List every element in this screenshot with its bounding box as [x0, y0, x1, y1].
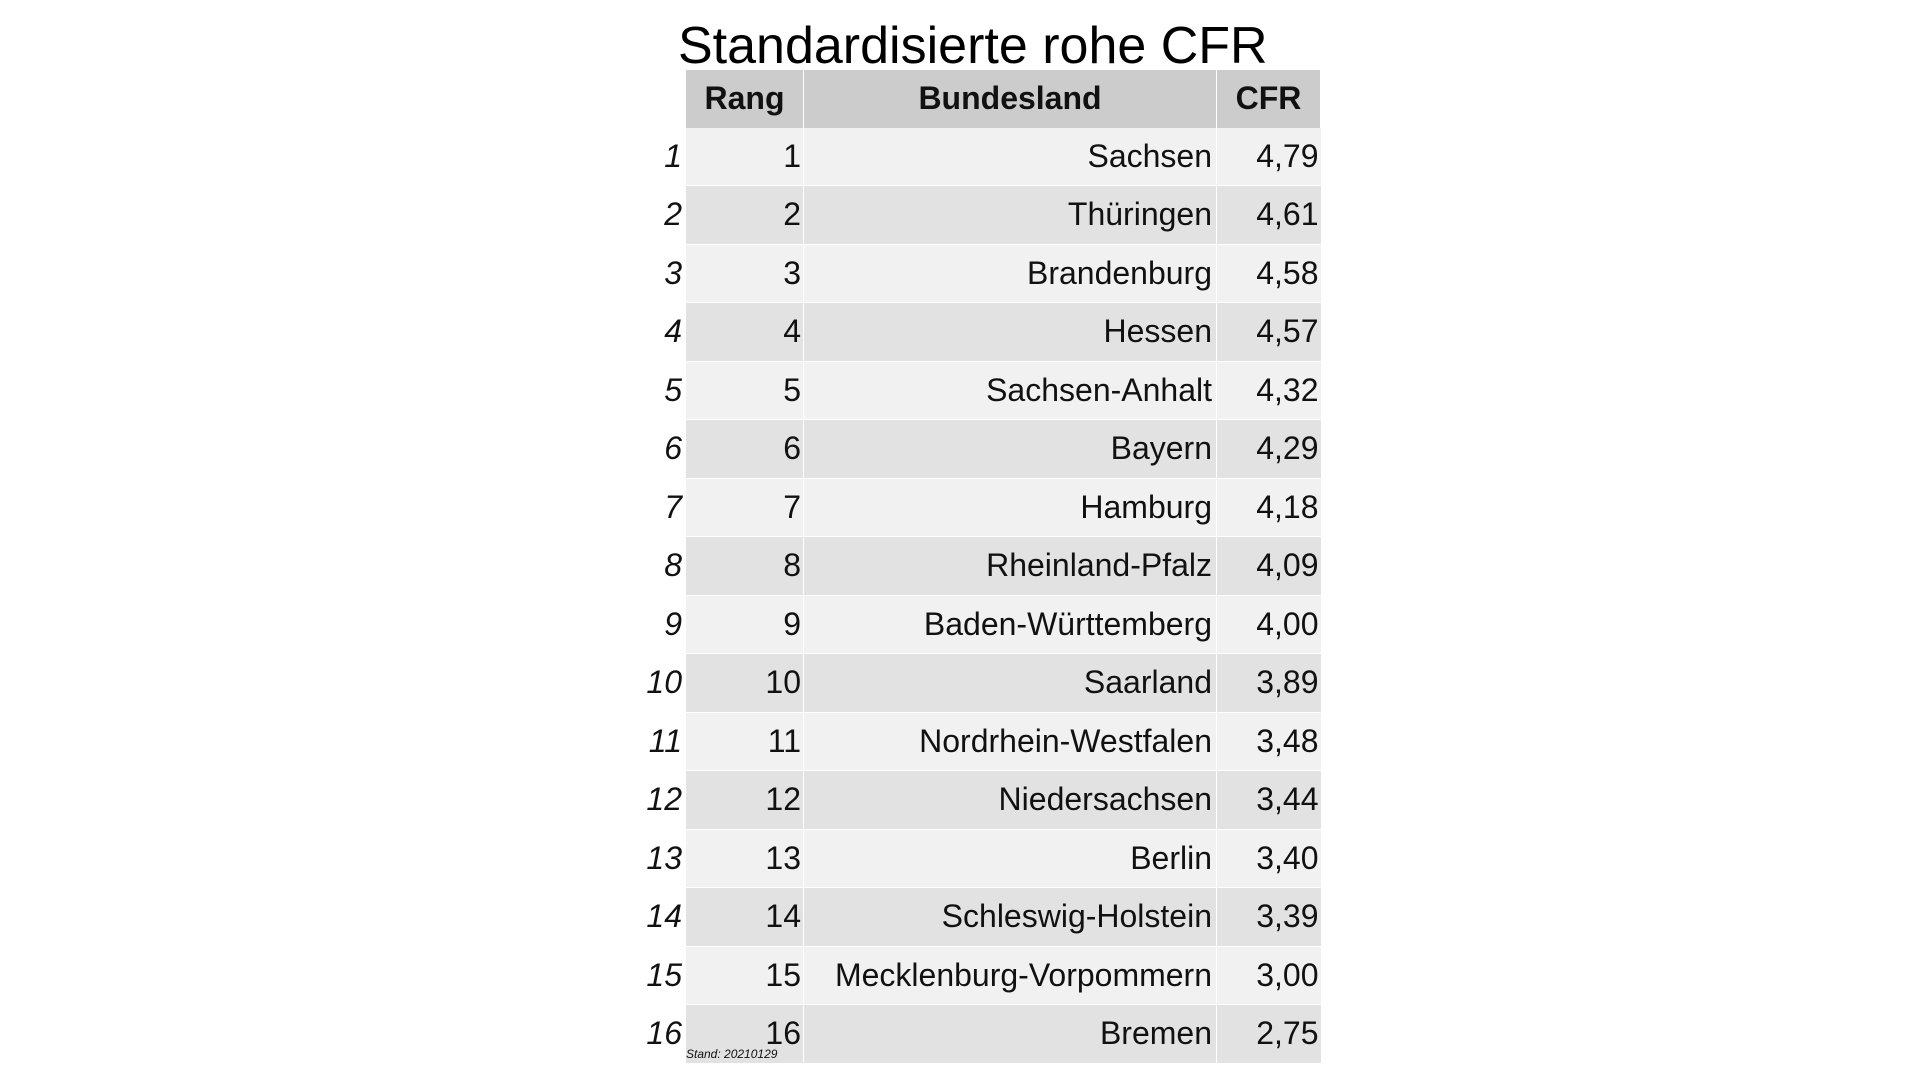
row-index: 13	[632, 829, 686, 888]
bundesland-cell: Baden-Württemberg	[803, 595, 1217, 654]
rank-cell: 6	[686, 419, 804, 479]
rank-cell: 11	[686, 712, 804, 771]
table-row: 12 12 Niedersachsen 3,44	[632, 770, 1321, 830]
table-row: 11 11 Nordrhein-Westfalen 3,48	[632, 712, 1321, 771]
column-header-rang[interactable]: Rang	[686, 70, 804, 128]
table-title: Standardisierte rohe CFR	[678, 17, 1268, 75]
rank-cell: 9	[686, 595, 804, 654]
table-row: 3 3 Brandenburg 4,58	[632, 244, 1321, 303]
bundesland-cell: Bremen	[803, 1004, 1217, 1064]
table-row: 9 9 Baden-Württemberg 4,00	[632, 595, 1321, 654]
table-row: 14 14 Schleswig-Holstein 3,39	[632, 887, 1321, 947]
table-row: 13 13 Berlin 3,40	[632, 829, 1321, 888]
rank-cell: 5	[686, 361, 804, 420]
rank-cell: 2	[686, 185, 804, 245]
cfr-value-cell: 4,58	[1216, 244, 1321, 303]
bundesland-cell: Hamburg	[803, 478, 1217, 537]
table-row: 7 7 Hamburg 4,18	[632, 478, 1321, 537]
row-index: 15	[632, 946, 686, 1005]
bundesland-cell: Rheinland-Pfalz	[803, 536, 1217, 596]
cfr-value-cell: 4,79	[1216, 127, 1321, 186]
table-row: 4 4 Hessen 4,57	[632, 302, 1321, 362]
row-index: 12	[632, 770, 686, 830]
bundesland-cell: Bayern	[803, 419, 1217, 479]
row-index: 10	[632, 653, 686, 713]
bundesland-cell: Schleswig-Holstein	[803, 887, 1217, 947]
bundesland-cell: Nordrhein-Westfalen	[803, 712, 1217, 771]
column-header-bundesland[interactable]: Bundesland	[803, 70, 1217, 128]
row-index: 3	[632, 244, 686, 303]
row-index: 16	[632, 1004, 686, 1064]
cfr-value-cell: 3,89	[1216, 653, 1321, 713]
row-index: 4	[632, 302, 686, 362]
index-column-header	[632, 70, 686, 128]
table-row: 10 10 Saarland 3,89	[632, 653, 1321, 713]
cfr-value-cell: 3,00	[1216, 946, 1321, 1005]
bundesland-cell: Sachsen-Anhalt	[803, 361, 1217, 420]
bundesland-cell: Saarland	[803, 653, 1217, 713]
rank-cell: 15	[686, 946, 804, 1005]
rank-cell: 8	[686, 536, 804, 596]
table-row: 15 15 Mecklenburg-Vorpommern 3,00	[632, 946, 1321, 1005]
bundesland-cell: Sachsen	[803, 127, 1217, 186]
cfr-value-cell: 4,57	[1216, 302, 1321, 362]
data-date-note: Stand: 20210129	[686, 1047, 778, 1061]
row-index: 11	[632, 712, 686, 771]
cfr-value-cell: 3,39	[1216, 887, 1321, 947]
cfr-value-cell: 4,18	[1216, 478, 1321, 537]
table-row: 5 5 Sachsen-Anhalt 4,32	[632, 361, 1321, 420]
row-index: 7	[632, 478, 686, 537]
row-index: 1	[632, 127, 686, 186]
row-index: 2	[632, 185, 686, 245]
row-index: 9	[632, 595, 686, 654]
rank-cell: 7	[686, 478, 804, 537]
rank-cell: 1	[686, 127, 804, 186]
cfr-value-cell: 3,44	[1216, 770, 1321, 830]
bundesland-cell: Mecklenburg-Vorpommern	[803, 946, 1217, 1005]
bundesland-cell: Hessen	[803, 302, 1217, 362]
row-index: 6	[632, 419, 686, 479]
cfr-value-cell: 2,75	[1216, 1004, 1321, 1064]
table-row: 6 6 Bayern 4,29	[632, 419, 1321, 479]
cfr-value-cell: 3,48	[1216, 712, 1321, 771]
cfr-value-cell: 3,40	[1216, 829, 1321, 888]
row-index: 14	[632, 887, 686, 947]
rank-cell: 3	[686, 244, 804, 303]
data-table-container: Rang Bundesland CFR 1 1 Sachsen 4,79 2 2 Thüri…	[632, 70, 1321, 1064]
table-body: 1 1 Sachsen 4,79 2 2 Thüringen 4,61 3 3 Brandenbur…	[632, 127, 1321, 1064]
bundesland-cell: Niedersachsen	[803, 770, 1217, 830]
rank-cell: 14	[686, 887, 804, 947]
rank-cell: 16	[686, 1004, 804, 1064]
cfr-value-cell: 4,09	[1216, 536, 1321, 596]
rank-cell: 10	[686, 653, 804, 713]
rank-cell: 12	[686, 770, 804, 830]
table-header-row: Rang Bundesland CFR	[632, 70, 1321, 128]
bundesland-cell: Thüringen	[803, 185, 1217, 245]
table-row: 8 8 Rheinland-Pfalz 4,09	[632, 536, 1321, 596]
column-header-cfr[interactable]: CFR	[1216, 70, 1321, 128]
table-row: 1 1 Sachsen 4,79	[632, 127, 1321, 186]
rank-cell: 13	[686, 829, 804, 888]
table-row: 2 2 Thüringen 4,61	[632, 185, 1321, 245]
cfr-value-cell: 4,29	[1216, 419, 1321, 479]
table-row: 16 16 Bremen 2,75	[632, 1004, 1321, 1064]
cfr-table: Rang Bundesland CFR 1 1 Sachsen 4,79 2 2 Thüri…	[632, 70, 1321, 1064]
bundesland-cell: Brandenburg	[803, 244, 1217, 303]
row-index: 5	[632, 361, 686, 420]
rank-cell: 4	[686, 302, 804, 362]
bundesland-cell: Berlin	[803, 829, 1217, 888]
cfr-value-cell: 4,00	[1216, 595, 1321, 654]
cfr-value-cell: 4,61	[1216, 185, 1321, 245]
cfr-value-cell: 4,32	[1216, 361, 1321, 420]
row-index: 8	[632, 536, 686, 596]
